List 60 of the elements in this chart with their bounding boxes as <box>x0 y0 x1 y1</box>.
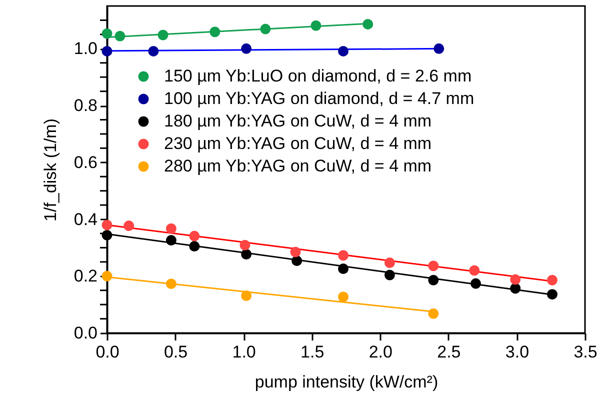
point <box>338 250 349 261</box>
legend-label: 230 µm Yb:YAG on CuW, d = 4 mm <box>164 134 432 153</box>
y-tick-label: 0.4 <box>74 210 98 229</box>
point <box>362 18 374 30</box>
y-tick-label: 0.2 <box>74 266 98 286</box>
point <box>469 265 480 276</box>
point <box>189 241 200 252</box>
point <box>260 24 271 34</box>
point <box>290 246 301 258</box>
point <box>434 43 444 54</box>
point <box>241 249 252 260</box>
point <box>158 30 168 40</box>
x-tick-label: 2.5 <box>437 342 461 362</box>
legend-label: 180 µm Yb:YAG on CuW, d = 4 mm <box>164 112 432 130</box>
x-tick-label: 0.5 <box>164 342 188 362</box>
point <box>338 264 349 274</box>
y-tick-label: 0.6 <box>74 152 98 172</box>
point <box>102 28 112 39</box>
point <box>166 235 176 246</box>
point <box>338 46 349 56</box>
x-tick-label: 1.0 <box>232 342 256 362</box>
point <box>114 30 126 42</box>
point <box>241 290 252 301</box>
point <box>148 46 159 56</box>
point <box>384 270 395 280</box>
y-axis-title: 1/f_disk (1/m) <box>40 118 60 222</box>
point <box>470 278 481 289</box>
point <box>189 230 200 242</box>
point <box>428 308 439 319</box>
point <box>510 274 521 285</box>
point <box>338 292 349 302</box>
x-tick-label: 1.5 <box>300 342 324 362</box>
point <box>124 220 134 232</box>
y-tick-label: 1.0 <box>74 39 98 58</box>
point <box>102 46 112 56</box>
x-tick-label: 0.0 <box>96 342 120 362</box>
point <box>546 274 558 286</box>
x-tick-label: 3.5 <box>574 342 598 362</box>
point <box>102 270 112 282</box>
point <box>384 258 395 268</box>
x-axis-title: pump intensity (kW/cm²) <box>254 372 438 392</box>
point <box>310 20 322 31</box>
point <box>210 26 220 38</box>
point <box>241 43 252 54</box>
legend-label: 150 µm Yb:LuO on diamond, d = 2.6 mm <box>164 66 472 86</box>
point <box>292 256 302 266</box>
y-tick-label: 0.8 <box>74 96 98 116</box>
legend-label: 100 µm Yb:YAG on diamond, d = 4.7 mm <box>164 89 474 108</box>
x-tick-label: 3.0 <box>505 342 530 362</box>
point <box>428 260 439 272</box>
point <box>240 240 250 250</box>
point <box>166 223 176 234</box>
y-tick-label: 0.0 <box>74 324 98 342</box>
legend-label: 280 µm Yb:YAG on CuW, d = 4 mm <box>164 156 432 176</box>
point <box>428 274 439 286</box>
point <box>510 283 521 294</box>
point <box>546 289 558 300</box>
x-tick-label: 2.0 <box>368 342 392 362</box>
point <box>102 220 112 230</box>
point <box>166 278 176 290</box>
